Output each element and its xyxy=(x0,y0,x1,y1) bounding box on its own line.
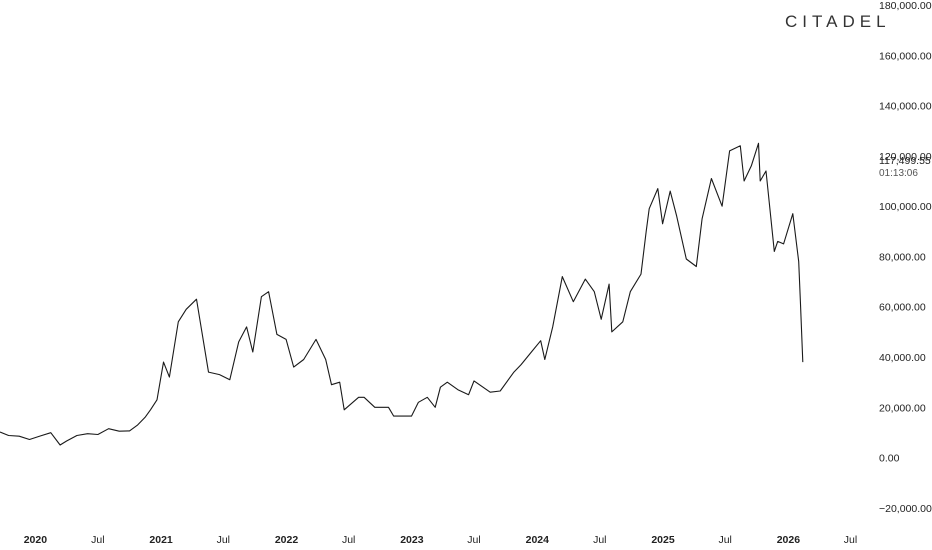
x-tick-label: Jul xyxy=(91,534,104,546)
last-price-label: 117,499.55 xyxy=(879,155,931,167)
y-tick-label: 60,000.00 xyxy=(879,302,926,314)
x-tick-label: Jul xyxy=(844,534,857,546)
price-series-line xyxy=(0,142,804,446)
x-tick-label: 2022 xyxy=(275,534,299,546)
y-tick-label: 40,000.00 xyxy=(879,352,926,364)
y-tick-label: −20,000.00 xyxy=(879,503,932,515)
x-tick-label: 2024 xyxy=(526,534,550,546)
x-tick-label: Jul xyxy=(718,534,731,546)
time-scale[interactable]: 2020 Jul 2021 Jul 2022 Jul 2023 Jul 2024 Jul 2025 J… xyxy=(24,534,857,546)
plot-area xyxy=(0,142,804,446)
y-tick-label: 100,000.00 xyxy=(879,201,932,213)
x-tick-label: 2020 xyxy=(24,534,48,546)
y-tick-label: 0.00 xyxy=(879,453,900,465)
y-tick-label: 140,000.00 xyxy=(879,101,932,113)
x-tick-label: 2025 xyxy=(651,534,675,546)
x-tick-label: Jul xyxy=(593,534,606,546)
y-tick-label: 160,000.00 xyxy=(879,50,932,62)
x-tick-label: 2021 xyxy=(149,534,173,546)
x-tick-label: Jul xyxy=(217,534,230,546)
brand-logo: CITADEL xyxy=(785,12,891,31)
bar-countdown-label: 01:13:06 xyxy=(879,168,918,179)
x-tick-label: Jul xyxy=(342,534,355,546)
y-tick-label: 180,000.00 xyxy=(879,0,932,12)
price-scale[interactable]: −20,000.00 0.00 20,000.00 40,000.00 60,000.0… xyxy=(879,0,932,515)
x-tick-label: Jul xyxy=(467,534,480,546)
y-tick-label: 120,000.00 xyxy=(879,151,932,163)
y-tick-label: 20,000.00 xyxy=(879,402,926,414)
y-tick-label: 80,000.00 xyxy=(879,252,926,264)
x-tick-label: 2026 xyxy=(777,534,801,546)
x-tick-label: 2023 xyxy=(400,534,424,546)
